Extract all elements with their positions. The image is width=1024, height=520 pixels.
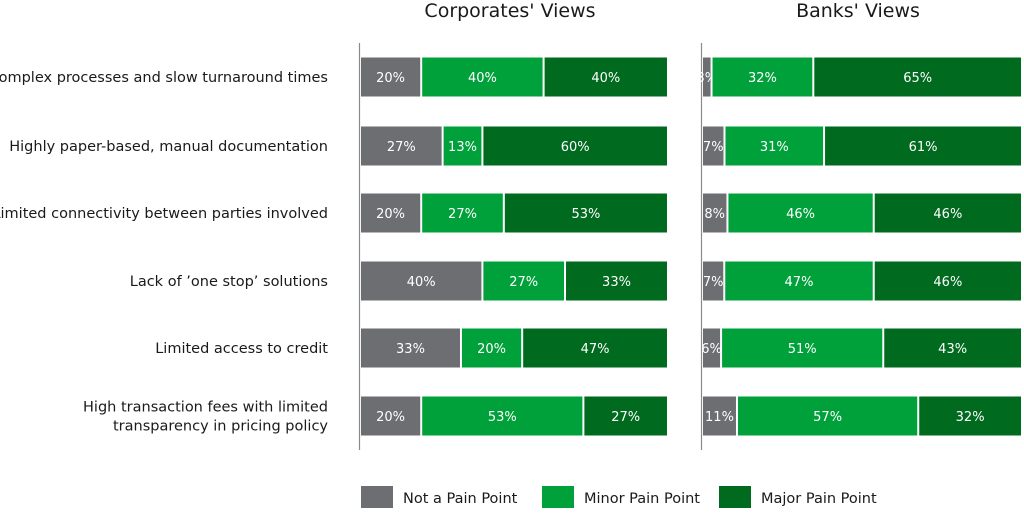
corporates-bar-major-pain-point-4 (566, 261, 667, 301)
legend: Not a Pain Point Minor Pain Point Major Pa… (361, 486, 877, 508)
corporates-label-minor-pain-point-3: 27% (448, 207, 477, 222)
banks-label-major-pain-point-2: 61% (909, 140, 938, 155)
corporates-label-major-pain-point-3: 53% (571, 207, 600, 222)
legend-swatch-not-a-pain-point (361, 486, 393, 508)
banks-bar-not-a-pain-point-1 (703, 57, 711, 97)
banks-label-minor-pain-point-2: 31% (760, 140, 789, 155)
corporates-bar-major-pain-point-6 (584, 396, 667, 436)
panel-titles: Corporates' Views Banks' Views (424, 0, 920, 22)
legend-label-not-a-pain-point: Not a Pain Point (403, 491, 518, 507)
category-label-2: Highly paper-based, manual documentation (9, 139, 328, 155)
banks-bar-major-pain-point-2 (825, 126, 1021, 166)
banks-label-minor-pain-point-5: 51% (788, 342, 817, 357)
banks-label-not-a-pain-point-5: 6% (701, 342, 722, 357)
corporates-bar-not-a-pain-point-6 (361, 396, 421, 436)
legend-swatch-major-pain-point (719, 486, 751, 508)
banks-panel-title: Banks' Views (796, 0, 920, 22)
corporates-label-not-a-pain-point-1: 20% (376, 71, 405, 86)
banks-bar-major-pain-point-1 (814, 57, 1021, 97)
corporates-label-major-pain-point-4: 33% (602, 275, 631, 290)
corporates-bar-minor-pain-point-2 (443, 126, 482, 166)
banks-bar-major-pain-point-6 (919, 396, 1021, 436)
banks-bar-major-pain-point-3 (874, 193, 1021, 233)
banks-label-major-pain-point-3: 46% (933, 207, 962, 222)
category-label-3: Limited connectivity between parties inv… (0, 206, 328, 222)
banks-label-not-a-pain-point-3: 8% (704, 207, 725, 222)
category-label-5: Limited access to credit (155, 341, 328, 357)
banks-bar-not-a-pain-point-5 (703, 328, 721, 368)
corporates-label-major-pain-point-5: 47% (581, 342, 610, 357)
corporates-bar-not-a-pain-point-4 (361, 261, 482, 301)
corporates-bar-not-a-pain-point-1 (361, 57, 421, 97)
category-label-6-line-2: transparency in pricing policy (113, 419, 328, 435)
corporates-label-not-a-pain-point-3: 20% (376, 207, 405, 222)
corporates-label-minor-pain-point-4: 27% (509, 275, 538, 290)
bars: 20% 40% 40% 27% 13% 60% 20% 27% 53% 40% 27% 33% 33% 2… (361, 57, 1021, 436)
corporates-label-major-pain-point-2: 60% (561, 140, 590, 155)
corporates-bar-not-a-pain-point-2 (361, 126, 442, 166)
corporates-bar-minor-pain-point-6 (422, 396, 583, 436)
banks-bar-major-pain-point-5 (884, 328, 1021, 368)
banks-bar-not-a-pain-point-6 (703, 396, 736, 436)
corporates-bar-minor-pain-point-1 (422, 57, 543, 97)
corporates-bar-minor-pain-point-3 (422, 193, 503, 233)
corporates-bar-not-a-pain-point-5 (361, 328, 460, 368)
banks-bar-minor-pain-point-5 (722, 328, 883, 368)
banks-bar-minor-pain-point-6 (737, 396, 918, 436)
banks-bar-minor-pain-point-1 (712, 57, 813, 97)
category-label-1: Complex processes and slow turnaround ti… (0, 70, 328, 86)
category-labels: Complex processes and slow turnaround ti… (0, 70, 328, 435)
banks-bar-not-a-pain-point-3 (703, 193, 727, 233)
banks-label-not-a-pain-point-6: 11% (705, 410, 734, 425)
corporates-label-major-pain-point-1: 40% (591, 71, 620, 86)
corporates-label-not-a-pain-point-5: 33% (396, 342, 425, 357)
category-label-4: Lack of ’one stop’ solutions (130, 274, 328, 290)
banks-label-minor-pain-point-1: 32% (748, 71, 777, 86)
corporates-label-minor-pain-point-1: 40% (468, 71, 497, 86)
corporates-panel-title: Corporates' Views (424, 0, 595, 22)
axes (358, 43, 703, 450)
banks-bar-not-a-pain-point-4 (703, 261, 724, 301)
banks-bar-major-pain-point-4 (874, 261, 1021, 301)
corporates-bar-major-pain-point-2 (483, 126, 667, 166)
corporates-bar-minor-pain-point-5 (461, 328, 522, 368)
legend-label-major-pain-point: Major Pain Point (761, 491, 877, 507)
banks-label-minor-pain-point-6: 57% (813, 410, 842, 425)
corporates-label-major-pain-point-6: 27% (611, 410, 640, 425)
legend-swatch-minor-pain-point (542, 486, 574, 508)
corporates-bar-major-pain-point-1 (544, 57, 667, 97)
banks-bar-minor-pain-point-2 (725, 126, 824, 166)
corporates-label-not-a-pain-point-6: 20% (376, 410, 405, 425)
banks-label-major-pain-point-6: 32% (956, 410, 985, 425)
banks-label-major-pain-point-1: 65% (903, 71, 932, 86)
corporates-label-minor-pain-point-2: 13% (448, 140, 477, 155)
banks-label-major-pain-point-5: 43% (938, 342, 967, 357)
banks-label-major-pain-point-4: 46% (933, 275, 962, 290)
banks-label-not-a-pain-point-2: 7% (703, 140, 724, 155)
banks-label-minor-pain-point-3: 46% (786, 207, 815, 222)
legend-label-minor-pain-point: Minor Pain Point (584, 491, 700, 507)
banks-bar-minor-pain-point-4 (725, 261, 873, 301)
banks-label-not-a-pain-point-4: 7% (703, 275, 724, 290)
corporates-label-minor-pain-point-5: 20% (477, 342, 506, 357)
corporates-label-minor-pain-point-6: 53% (488, 410, 517, 425)
corporates-bar-major-pain-point-3 (504, 193, 667, 233)
corporates-label-not-a-pain-point-4: 40% (407, 275, 436, 290)
category-label-6-line-1: High transaction fees with limited (83, 400, 328, 416)
corporates-label-not-a-pain-point-2: 27% (387, 140, 416, 155)
corporates-bar-major-pain-point-5 (523, 328, 667, 368)
banks-label-minor-pain-point-4: 47% (785, 275, 814, 290)
banks-bar-not-a-pain-point-2 (703, 126, 724, 166)
corporates-bar-not-a-pain-point-3 (361, 193, 421, 233)
corporates-bar-minor-pain-point-4 (483, 261, 565, 301)
banks-bar-minor-pain-point-3 (728, 193, 873, 233)
banks-label-not-a-pain-point-1: 3% (696, 71, 717, 86)
